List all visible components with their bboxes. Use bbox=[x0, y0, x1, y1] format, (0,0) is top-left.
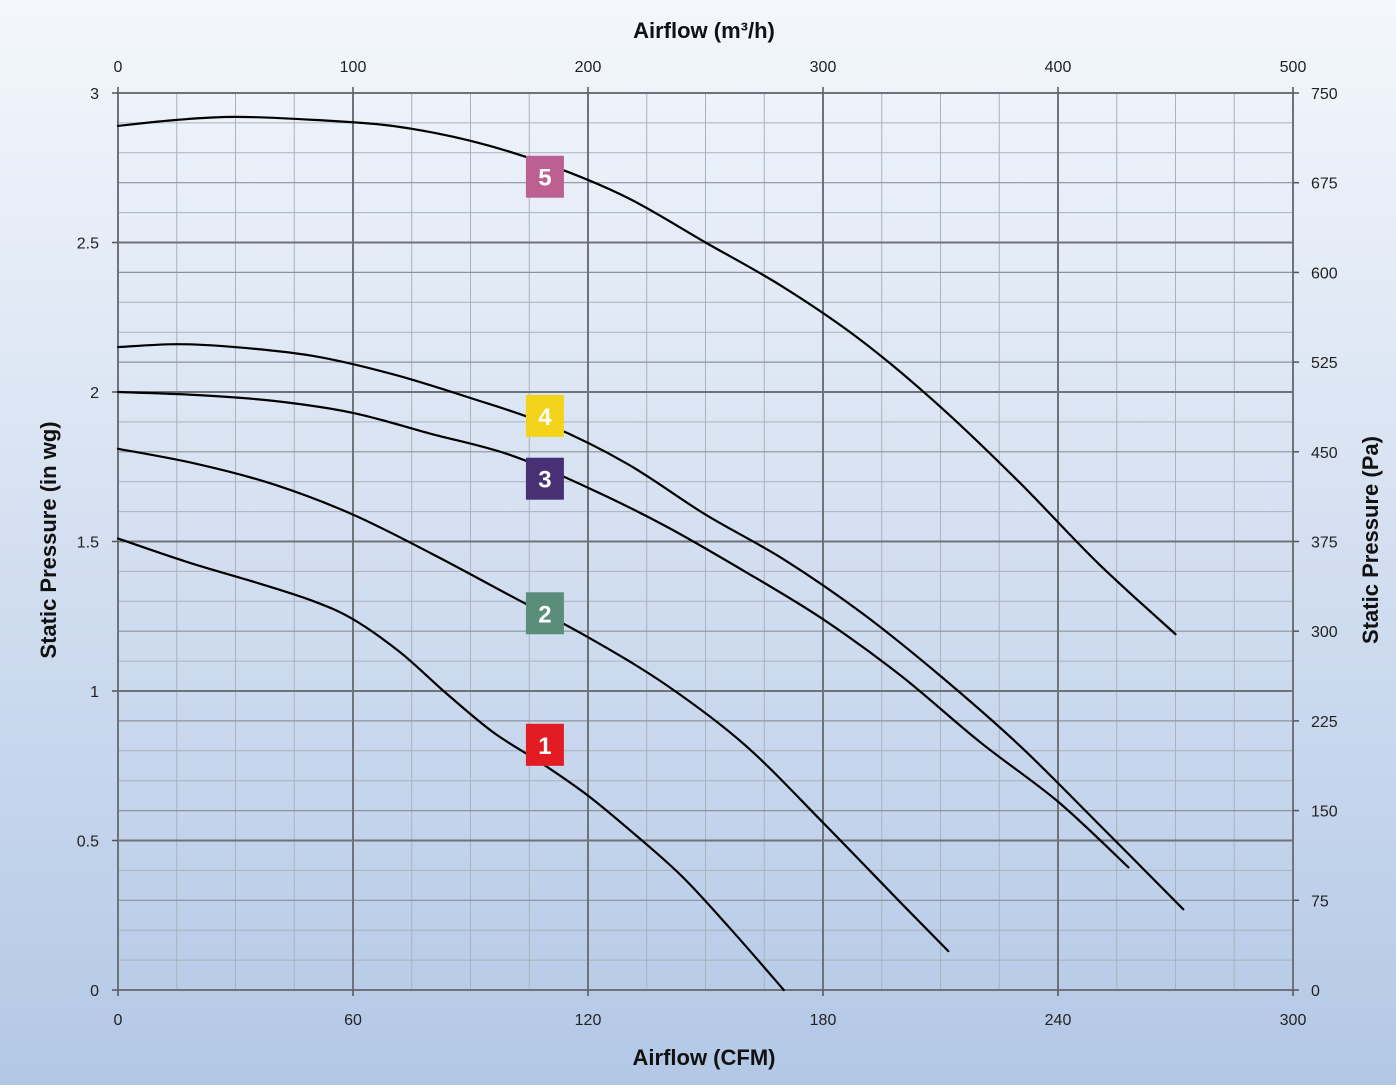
curve-label-text: 3 bbox=[538, 467, 551, 494]
grid-layer bbox=[117, 92, 1294, 991]
x2-tick-label: 500 bbox=[1280, 59, 1307, 76]
y2-tick-label: 300 bbox=[1311, 624, 1338, 641]
y-tick-label: 1.5 bbox=[77, 535, 99, 552]
curve-1 bbox=[116, 537, 785, 992]
y2-tick-label: 375 bbox=[1311, 535, 1338, 552]
curve-label-box bbox=[525, 394, 564, 437]
x2-tick-label: 0 bbox=[114, 59, 123, 76]
y2-tick-label: 750 bbox=[1311, 86, 1338, 103]
x2-tick-label: 300 bbox=[810, 59, 837, 76]
x-tick-label: 0 bbox=[114, 1012, 123, 1029]
y2-tick-label: 150 bbox=[1311, 804, 1338, 821]
y2-tick-label: 0 bbox=[1311, 983, 1320, 1000]
x-tick-label: 120 bbox=[575, 1012, 602, 1029]
y2-tick-label: 600 bbox=[1311, 265, 1338, 282]
curve-label-box bbox=[525, 592, 564, 635]
x2-tick-label: 200 bbox=[575, 59, 602, 76]
x2-tick-label: 100 bbox=[340, 59, 367, 76]
y-tick-label: 3 bbox=[90, 86, 99, 103]
y2-axis-title: Static Pressure (Pa) bbox=[1358, 436, 1383, 644]
y2-tick-label: 225 bbox=[1311, 714, 1338, 731]
curve-label-text: 5 bbox=[538, 165, 551, 192]
curve-label-text: 2 bbox=[538, 601, 551, 628]
curve-label-5: 5 bbox=[525, 155, 564, 198]
y2-tick-label: 675 bbox=[1311, 176, 1338, 193]
y-tick-label: 0.5 bbox=[77, 834, 99, 851]
y2-tick-label: 525 bbox=[1311, 355, 1338, 372]
curve-label-box bbox=[525, 723, 564, 766]
y-tick-label: 2 bbox=[90, 385, 99, 402]
curve-5 bbox=[116, 115, 1177, 636]
series-layer bbox=[116, 115, 1185, 992]
curve-label-2: 2 bbox=[525, 592, 564, 635]
x-tick-label: 300 bbox=[1280, 1012, 1307, 1029]
curve-label-3: 3 bbox=[525, 457, 564, 500]
x-tick-label: 60 bbox=[344, 1012, 362, 1029]
curve-label-text: 1 bbox=[538, 733, 551, 760]
label-layer: 1 2 3 4 5 bbox=[525, 155, 564, 766]
curve-label-4: 4 bbox=[525, 394, 564, 437]
y-axis-title: Static Pressure (in wg) bbox=[36, 421, 61, 658]
y-tick-label: 0 bbox=[90, 983, 99, 1000]
x-tick-label: 180 bbox=[810, 1012, 837, 1029]
x-axis-title: Airflow (CFM) bbox=[633, 1045, 776, 1070]
curve-label-box bbox=[525, 457, 564, 500]
y2-tick-label: 75 bbox=[1311, 893, 1329, 910]
x2-tick-label: 400 bbox=[1045, 59, 1072, 76]
curve-4 bbox=[116, 343, 1185, 911]
x2-axis-title: Airflow (m³/h) bbox=[633, 18, 775, 43]
y-tick-label: 2.5 bbox=[77, 236, 99, 253]
y-tick-label: 1 bbox=[90, 684, 99, 701]
curve-label-text: 4 bbox=[538, 404, 552, 431]
curve-label-box bbox=[525, 155, 564, 198]
y2-tick-label: 450 bbox=[1311, 445, 1338, 462]
curve-label-1: 1 bbox=[525, 723, 564, 766]
curve-3 bbox=[116, 390, 1130, 869]
x-tick-label: 240 bbox=[1045, 1012, 1072, 1029]
